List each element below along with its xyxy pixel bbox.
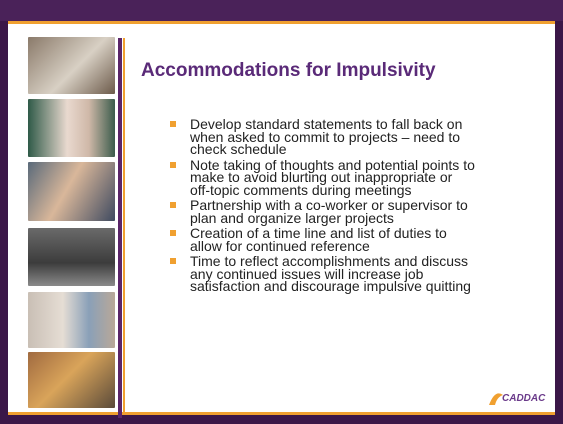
bullet-marker xyxy=(170,121,176,127)
bullet: Develop standard statements to fall back… xyxy=(170,118,550,156)
bullet-text: plan and organize larger projects xyxy=(190,212,550,225)
top-bar xyxy=(0,0,563,21)
bullet: Time to reflect accomplishments and disc… xyxy=(170,255,550,293)
bullet-text: allow for continued reference xyxy=(190,240,550,253)
logo-mark xyxy=(489,393,503,405)
divider-accent xyxy=(123,38,125,412)
slide: Accommodations for Impulsivity Develop s… xyxy=(0,0,563,424)
photo xyxy=(28,99,115,157)
bullet-marker xyxy=(170,202,176,208)
bullet-list: Develop standard statements to fall back… xyxy=(170,118,550,296)
bullet-marker xyxy=(170,230,176,236)
bullet: Creation of a time line and list of duti… xyxy=(170,227,550,252)
slide-title: Accommodations for Impulsivity xyxy=(141,60,436,82)
bullet: Partnership with a co-worker or supervis… xyxy=(170,199,550,224)
bullet: Note taking of thoughts and potential po… xyxy=(170,159,550,197)
bottom-accent xyxy=(8,412,555,415)
bullet-text: satisfaction and discourage impulsive qu… xyxy=(190,280,550,293)
bullet-marker xyxy=(170,162,176,168)
photo xyxy=(28,162,115,221)
bullet-text: check schedule xyxy=(190,143,550,156)
photo xyxy=(28,352,115,408)
photo xyxy=(28,228,115,286)
divider xyxy=(118,38,122,418)
photo xyxy=(28,37,115,94)
logo-text: CADDAC xyxy=(502,393,545,404)
bullet-marker xyxy=(170,258,176,264)
bullet-text: off-topic comments during meetings xyxy=(190,184,550,197)
photo xyxy=(28,292,115,348)
